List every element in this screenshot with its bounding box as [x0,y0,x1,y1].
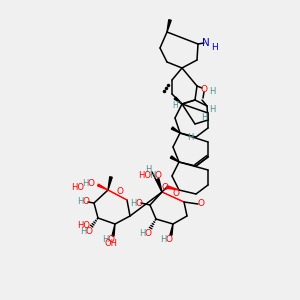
Text: H: H [102,236,108,244]
Text: HO: HO [71,182,85,191]
Text: H: H [80,226,86,236]
Text: O: O [200,85,208,94]
Polygon shape [112,224,115,236]
Polygon shape [170,224,173,235]
Polygon shape [171,127,180,133]
Text: O: O [154,172,161,181]
Text: O: O [166,235,172,244]
Text: H: H [145,164,151,173]
Text: H: H [211,43,218,52]
Text: OH: OH [104,239,118,248]
Polygon shape [167,186,179,190]
Polygon shape [170,156,179,162]
Text: H: H [139,229,145,238]
Text: H: H [130,199,136,208]
Text: O: O [85,226,92,236]
Text: H: H [82,179,88,188]
Polygon shape [108,177,112,190]
Text: HO: HO [77,221,91,230]
Text: O: O [88,179,94,188]
Text: O: O [82,197,89,206]
Text: O: O [197,200,205,208]
Text: H: H [209,106,215,115]
Text: H: H [187,133,193,142]
Text: O: O [145,229,152,238]
Text: O: O [136,199,142,208]
Polygon shape [157,179,162,192]
Text: N: N [202,38,210,48]
Text: O: O [116,187,124,196]
Text: HO: HO [139,172,152,181]
Text: H: H [149,172,155,181]
Text: H'': H'' [172,100,182,109]
Text: O: O [172,188,179,197]
Polygon shape [174,97,182,104]
Text: H: H [77,197,83,206]
Text: H: H [201,112,207,122]
Polygon shape [167,20,171,32]
Text: H: H [209,88,215,97]
Text: H: H [160,235,166,244]
Text: O: O [161,182,169,191]
Polygon shape [98,184,108,190]
Text: O: O [107,236,115,244]
